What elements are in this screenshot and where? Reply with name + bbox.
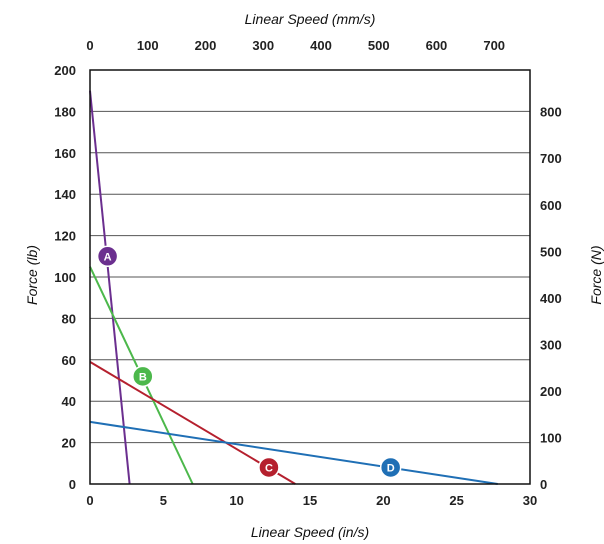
x2-axis-title: Linear Speed (mm/s) [245,11,376,27]
grid-lines [90,110,530,444]
y-tick-180: 180 [54,104,76,119]
series-badge-c: C [258,456,280,479]
y2-tick-100: 100 [540,430,562,445]
x2-tick-700: 700 [483,38,505,53]
y-tick-140: 140 [54,187,76,202]
series-badge-circle [96,245,119,268]
y-tick-40: 40 [62,394,76,409]
y2-tick-700: 700 [540,151,562,166]
series-labels: A B C D [96,245,402,479]
y-tick-120: 120 [54,229,76,244]
x2-tick-0: 0 [86,38,93,53]
tick-labels: 0204060801001201401601802000100200300400… [54,38,561,508]
x2-tick-100: 100 [137,38,159,53]
x2-tick-200: 200 [195,38,217,53]
y2-tick-800: 800 [540,105,562,120]
y2-tick-400: 400 [540,291,562,306]
series-badge-circle [379,456,402,479]
y-tick-60: 60 [62,353,76,368]
y-tick-0: 0 [69,477,76,492]
series-badge-a: A [96,245,119,268]
y2-tick-600: 600 [540,198,562,213]
series-line-d [89,420,498,485]
series-line-a [89,90,131,485]
y2-axis-title: Force (N) [588,245,604,304]
y-tick-160: 160 [54,146,76,161]
y-axis-title: Force (lb) [24,245,40,305]
x2-tick-500: 500 [368,38,390,53]
series-badge-d: D [379,456,402,479]
y2-tick-200: 200 [540,384,562,399]
y-tick-100: 100 [54,270,76,285]
y-tick-200: 200 [54,63,76,78]
x-tick-25: 25 [449,493,463,508]
x-axis-title: Linear Speed (in/s) [251,524,369,540]
series-badge-letter: D [387,462,395,474]
x-tick-30: 30 [523,493,537,508]
y2-tick-300: 300 [540,337,562,352]
series-badge-letter: C [265,462,273,474]
x-tick-20: 20 [376,493,390,508]
y2-tick-0: 0 [540,477,547,492]
series-badge-letter: A [104,251,112,263]
x-tick-0: 0 [86,493,93,508]
series-lines [89,90,498,485]
x2-tick-300: 300 [252,38,274,53]
x2-tick-400: 400 [310,38,332,53]
x-tick-15: 15 [303,493,317,508]
x2-tick-600: 600 [426,38,448,53]
y-tick-80: 80 [62,311,76,326]
x-tick-5: 5 [160,493,167,508]
y2-tick-500: 500 [540,244,562,259]
y-tick-20: 20 [62,436,76,451]
plot-frame [89,69,531,485]
series-badge-circle [258,456,280,479]
series-badge-letter: B [139,371,147,383]
x-tick-10: 10 [229,493,243,508]
series-badge-circle [132,365,154,388]
series-badge-b: B [132,365,154,388]
